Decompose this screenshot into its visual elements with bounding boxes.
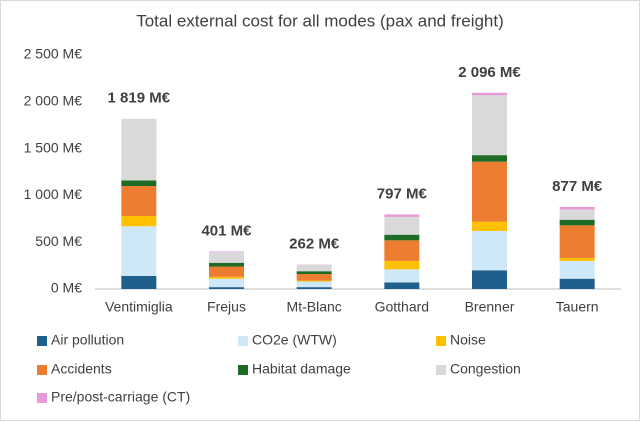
legend-label: Pre/post-carriage (CT) (51, 389, 190, 405)
bar-segment (472, 162, 507, 222)
y-tick-label: 2 500 M€ (24, 46, 83, 62)
y-tick-label: 500 M€ (35, 233, 82, 249)
total-label: 877 M€ (552, 178, 603, 195)
y-tick-label: 0 M€ (51, 280, 82, 296)
legend-label: Noise (450, 332, 486, 348)
bar-segment (384, 261, 419, 269)
total-label: 262 M€ (289, 235, 340, 252)
bar-segment (209, 279, 244, 287)
total-label: 401 M€ (201, 222, 252, 239)
legend-label: Habitat damage (252, 361, 351, 377)
total-label: 1 819 M€ (108, 90, 171, 107)
bar-segment (297, 281, 332, 282)
bar-segment (472, 222, 507, 231)
legend-label: Air pollution (51, 332, 124, 348)
bar-segment (384, 269, 419, 282)
bar-segment (472, 93, 507, 95)
chart-title: Total external cost for all modes (pax a… (136, 11, 504, 30)
legend-swatch (238, 336, 248, 346)
bar-segment (560, 209, 595, 219)
bar-segment (209, 252, 244, 263)
bar-segment (121, 226, 156, 276)
bar-segment (560, 225, 595, 258)
bar-segment (297, 265, 332, 272)
legend-label: Congestion (450, 361, 521, 377)
legend-label: Accidents (51, 361, 112, 377)
bar-segment (472, 270, 507, 289)
y-tick-label: 1 000 M€ (24, 186, 83, 202)
bar-segment (472, 231, 507, 270)
y-tick-label: 1 500 M€ (24, 139, 83, 155)
total-label: 797 M€ (377, 185, 428, 202)
total-label: 2 096 M€ (458, 64, 521, 81)
bar-segment (209, 287, 244, 289)
x-tick-label: Frejus (207, 299, 246, 315)
bar-segment (384, 282, 419, 289)
legend-label: CO2e (WTW) (252, 332, 337, 348)
bar-segment (560, 261, 595, 279)
bar-segment (384, 217, 419, 235)
x-tick-label: Gotthard (375, 299, 429, 315)
bar-segment (384, 240, 419, 261)
legend-swatch (37, 336, 47, 346)
bar-segment (560, 279, 595, 289)
bar-segment (209, 263, 244, 267)
bar-segment (121, 180, 156, 186)
bar-segment (560, 207, 595, 210)
bar-segment (297, 271, 332, 274)
bar-segment (121, 119, 156, 181)
bar-segment (384, 214, 419, 217)
bar-segment (121, 276, 156, 289)
bar-segment (472, 155, 507, 162)
legend-swatch (238, 365, 248, 375)
x-tick-label: Ventimiglia (105, 299, 173, 315)
bar-segment (560, 220, 595, 226)
x-tick-label: Tauern (556, 299, 599, 315)
bar-segment (121, 186, 156, 216)
bar-segment (209, 267, 244, 277)
bar-segment (560, 258, 595, 261)
bar-segment (209, 277, 244, 279)
legend-swatch (436, 336, 446, 346)
bar-segment (384, 235, 419, 241)
bar-segment (297, 274, 332, 281)
bar-segment (297, 282, 332, 288)
legend-swatch (37, 393, 47, 403)
bar-segment (121, 216, 156, 226)
bar-segment (472, 95, 507, 155)
x-tick-label: Mt-Blanc (287, 299, 342, 315)
legend-swatch (436, 365, 446, 375)
bar-segment (209, 251, 244, 252)
x-tick-label: Brenner (465, 299, 515, 315)
legend-swatch (37, 365, 47, 375)
y-tick-label: 2 000 M€ (24, 93, 83, 109)
bar-segment (297, 287, 332, 289)
